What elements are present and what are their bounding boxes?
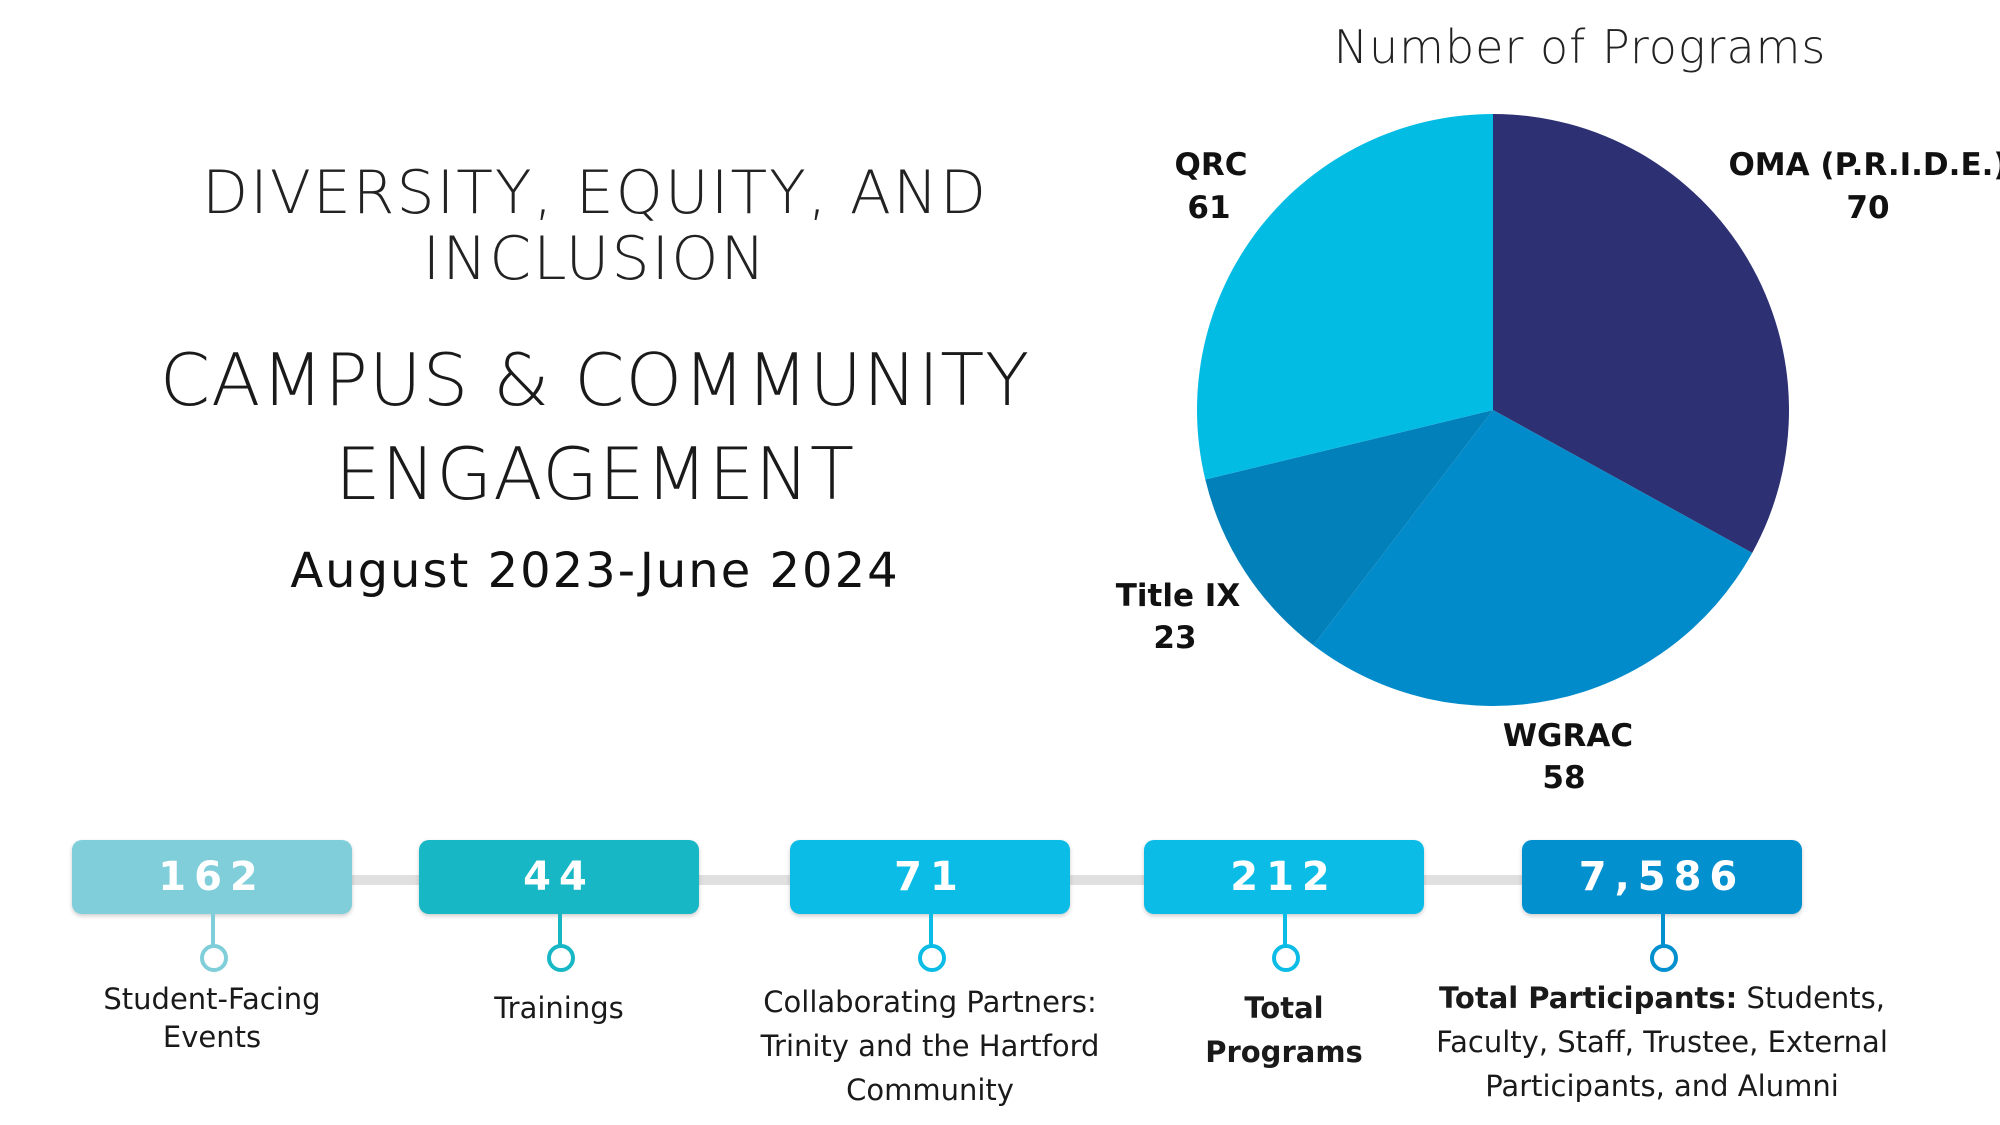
stat-label-line: Collaborating Partners: — [763, 985, 1097, 1019]
stat-label-line: Participants, and Alumni — [1485, 1069, 1839, 1103]
stat-label-line: Community — [846, 1073, 1014, 1107]
campus-title-line1: CAMPUS & COMMUNITY — [159, 338, 1031, 422]
slice-value-wgrac: 58 — [1542, 760, 1585, 796]
stat-label-rest: Students, — [1746, 981, 1886, 1015]
stat-dot — [200, 944, 228, 972]
stat-value-box: 71 — [790, 840, 1070, 914]
stat-dot — [1272, 944, 1300, 972]
stat-label-line: Student-Facing — [103, 982, 321, 1016]
stat-label-line: Trinity and the Hartford — [760, 1029, 1100, 1063]
campus-title-line2: ENGAGEMENT — [335, 431, 855, 516]
slice-value-titleix: 23 — [1153, 620, 1196, 656]
chart-title: Number of Programs — [1333, 20, 1827, 74]
stat-label: Total Participants: Students, Faculty, S… — [1402, 976, 1922, 1108]
stat-student-events: 162 Student-Facing Events — [72, 840, 352, 1054]
stat-label-line: Programs — [1205, 1035, 1363, 1069]
stat-dot — [1650, 944, 1678, 972]
stat-stem — [1283, 914, 1287, 948]
pie-labels: OMA (P.R.I.D.E.) 70 WGRAC 58 Title IX 23… — [1116, 147, 2000, 796]
stat-value-box: 44 — [419, 840, 699, 914]
stat-label-line: Total Participants: Students, — [1402, 976, 1922, 1020]
stat-stem — [929, 914, 933, 948]
slice-value-qrc: 61 — [1187, 190, 1230, 226]
stat-partners: 71 Collaborating Partners: Trinity and t… — [761, 840, 1099, 1107]
stat-dot — [547, 944, 575, 972]
pie-slice-wgrac — [1313, 410, 1753, 706]
pie-slice-title-ix — [1205, 410, 1493, 646]
stat-trainings: 44 Trainings — [419, 840, 699, 1025]
stat-label-bold: Total Participants: — [1438, 981, 1738, 1015]
stat-stem — [558, 914, 562, 948]
stat-dot — [918, 944, 946, 972]
slice-label-titleix: Title IX — [1116, 578, 1241, 614]
stat-label-line: Trainings — [494, 991, 624, 1025]
stat-label: Student-Facing Events — [12, 980, 412, 1056]
stat-total-participants: 7,586 Total Participants: Students, Facu… — [1436, 840, 1888, 1103]
campus-title: CAMPUS & COMMUNITY ENGAGEMENT — [40, 334, 1150, 521]
stat-total-programs: 212 Total Programs — [1144, 840, 1424, 1069]
stat-stem — [1661, 914, 1665, 948]
pie-slice-oma-p-r-i-d-e — [1493, 114, 1789, 553]
dei-title: DIVERSITY, EQUITY, AND INCLUSION — [201, 158, 989, 294]
slice-label-wgrac: WGRAC — [1503, 718, 1633, 754]
date-range: August 2023-June 2024 — [290, 543, 900, 600]
slice-label-oma: OMA (P.R.I.D.E.) — [1728, 147, 2000, 183]
stat-value-box: 212 — [1144, 840, 1424, 914]
pie-slices — [1196, 114, 1789, 706]
slice-value-oma: 70 — [1846, 190, 1889, 226]
stat-label: Collaborating Partners: Trinity and the … — [710, 980, 1150, 1112]
stat-label-line: Total — [1244, 991, 1324, 1025]
pie-slice-qrc — [1196, 114, 1493, 480]
slice-label-qrc: QRC — [1175, 147, 1248, 183]
stat-label: Total Programs — [1084, 986, 1484, 1074]
stat-value-box: 162 — [72, 840, 352, 914]
stat-label-line: Faculty, Staff, Trustee, External — [1436, 1025, 1888, 1059]
stat-label: Trainings — [359, 986, 759, 1030]
stat-value-box: 7,586 — [1522, 840, 1802, 914]
stat-label-line: Events — [162, 1020, 262, 1054]
title-block: DIVERSITY, EQUITY, AND INCLUSION CAMPUS … — [40, 160, 1150, 599]
stat-stem — [211, 914, 215, 948]
